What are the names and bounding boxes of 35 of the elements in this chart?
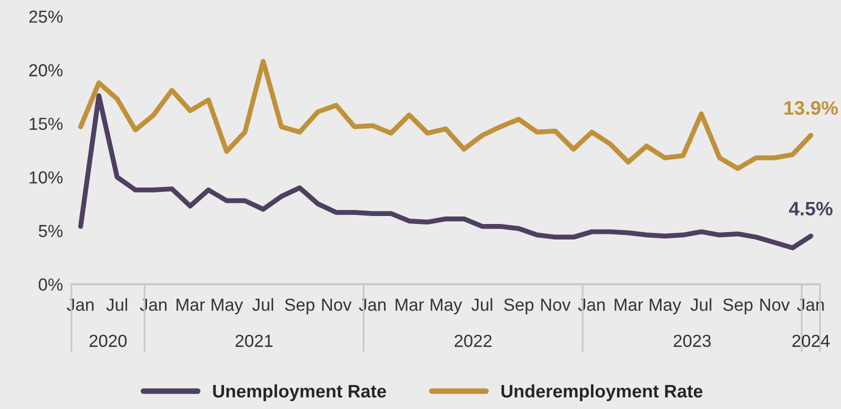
y-tick-label: 15% (30, 118, 63, 130)
x-tick-label: Jul (106, 298, 128, 311)
x-tick-label: Jan (140, 298, 167, 311)
y-tick-label: 20% (29, 64, 63, 76)
y-tick-label: 0% (38, 278, 63, 291)
x-tick-label: Sep (285, 298, 314, 314)
y-tick-label: 5% (38, 224, 63, 238)
x-tick-label: Nov (322, 298, 352, 311)
data-label: 4.5% (788, 202, 832, 216)
x-tick-label: May (430, 298, 462, 314)
legend-label: Unemployment Rate (213, 384, 386, 402)
x-tick-label: Jul (471, 298, 492, 311)
x-tick-label: Jul (252, 298, 274, 311)
legend-label: Underemployment Rate (501, 384, 702, 402)
x-tick-label: Mar (176, 298, 205, 311)
x-tick-label: Jul (690, 298, 712, 311)
text: 2020 (90, 334, 127, 348)
text: 2022 (454, 334, 492, 348)
text: 2021 (236, 334, 273, 348)
text: 2023 (674, 334, 711, 348)
data-label: 13.9% (784, 101, 838, 115)
y-tick-label: 10% (30, 171, 63, 184)
x-tick-label: Mar (614, 298, 643, 311)
x-tick-label: Jan (578, 298, 605, 311)
text: 2024 (792, 334, 830, 348)
x-tick-label: May (212, 298, 244, 314)
y-tick-label: 25% (29, 10, 63, 23)
x-tick-label: May (650, 298, 682, 314)
x-tick-label: Sep (723, 298, 753, 314)
x-tick-label: Jan (358, 298, 386, 311)
x-tick-label: Mar (396, 298, 424, 311)
x-tick-label: Sep (504, 298, 534, 314)
x-tick-label: Jan (66, 298, 94, 311)
x-tick-label: Nov (760, 298, 790, 311)
x-tick-label: Nov (541, 298, 571, 311)
